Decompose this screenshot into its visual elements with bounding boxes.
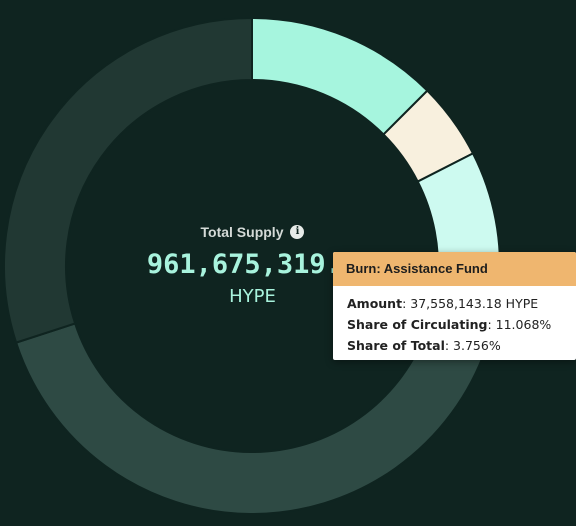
tooltip-total-value: 3.756% bbox=[453, 338, 501, 353]
total-supply-value: 961,675,319.2 bbox=[146, 249, 359, 280]
total-supply-label-row: Total Supply i bbox=[201, 224, 305, 240]
donut-slice-6[interactable] bbox=[3, 16, 253, 344]
tooltip-circulating-value: 11.068% bbox=[495, 317, 552, 332]
tooltip-total-label: Share of Total bbox=[347, 338, 445, 353]
tooltip-circulating-label: Share of Circulating bbox=[347, 317, 488, 332]
tooltip-amount-value: 37,558,143.18 HYPE bbox=[410, 296, 539, 311]
total-supply-title: Total Supply bbox=[200, 224, 284, 240]
tooltip-amount-label: Amount bbox=[347, 296, 403, 311]
info-icon[interactable]: i bbox=[290, 225, 305, 239]
tooltip-circulating-row: Share of Circulating: 11.068% bbox=[347, 317, 552, 332]
tooltip-amount-row: Amount: 37,558,143.18 HYPE bbox=[347, 296, 539, 311]
tooltip-title: Burn: Assistance Fund bbox=[333, 252, 576, 286]
tooltip-total-row: Share of Total: 3.756% bbox=[347, 338, 501, 353]
slice-tooltip: Burn: Assistance Fund Amount: 37,558,143… bbox=[333, 252, 576, 360]
total-supply-unit: HYPE bbox=[229, 286, 276, 307]
total-supply-center: Total Supply i 961,675,319.2 HYPE bbox=[0, 222, 505, 307]
donut-slice-5[interactable] bbox=[14, 322, 488, 515]
